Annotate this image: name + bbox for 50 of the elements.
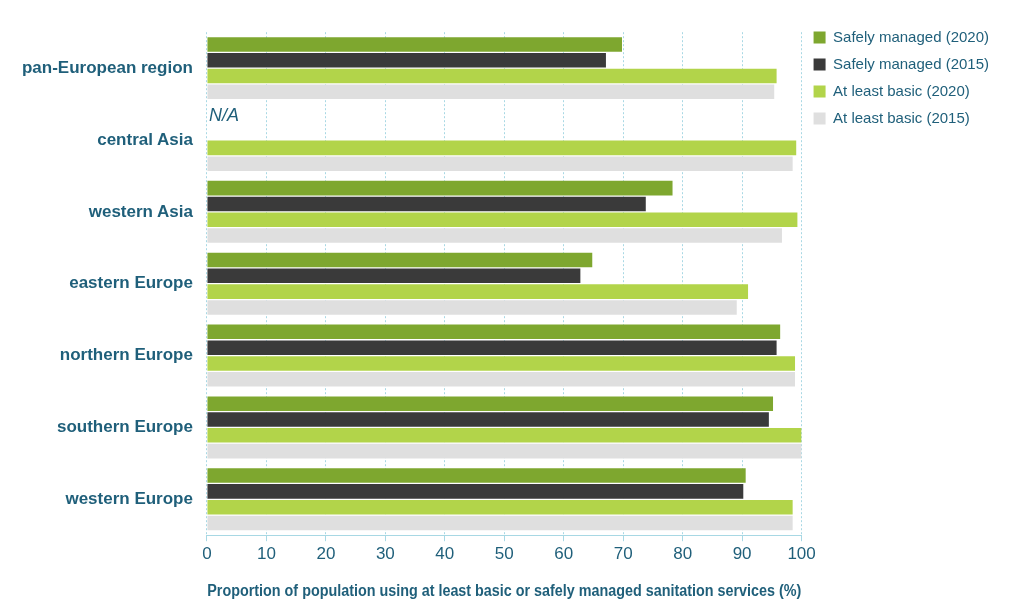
x-tick-label: 30 — [375, 544, 395, 564]
x-tick-label: 50 — [494, 544, 514, 564]
bar — [207, 356, 796, 371]
bar — [207, 52, 606, 68]
bar — [207, 412, 769, 427]
bar — [207, 372, 796, 387]
bar — [207, 196, 646, 212]
x-tick-label: 40 — [435, 544, 455, 564]
bar — [207, 428, 802, 443]
x-tick-label: 0 — [202, 544, 212, 564]
bar — [207, 468, 746, 483]
y-tick-label: pan-European region — [21, 57, 193, 77]
bar — [207, 499, 793, 515]
bar — [207, 84, 775, 100]
x-axis-title: Proportion of population using at least basic or safely managed sanitation services (%) — [207, 581, 802, 600]
bar — [207, 68, 777, 84]
y-tick-label: western Europe — [64, 488, 193, 508]
bar — [207, 515, 793, 531]
y-tick-label: western Asia — [87, 201, 194, 221]
bar — [207, 37, 622, 52]
bar — [207, 300, 737, 315]
bar — [207, 443, 802, 459]
y-tick-label: northern Europe — [59, 345, 193, 365]
y-tick-label: central Asia — [97, 129, 194, 149]
x-tick-label: 60 — [554, 544, 574, 564]
bar — [207, 252, 593, 268]
bar — [207, 140, 797, 156]
annotation: N/A — [208, 105, 239, 126]
bar — [207, 396, 774, 411]
bar — [207, 180, 673, 196]
y-tick-label: southern Europe — [56, 417, 193, 437]
bar — [207, 268, 581, 284]
legend-label: At least basic (2015) — [833, 108, 970, 126]
legend-label: At least basic (2020) — [833, 81, 970, 99]
legend-label: Safely managed (2015) — [833, 54, 989, 72]
x-tick-label: 100 — [787, 544, 816, 564]
x-tick-label: 70 — [613, 544, 633, 564]
x-tick-label: 10 — [256, 544, 276, 564]
bar — [207, 212, 798, 228]
x-tick-label: 80 — [673, 544, 693, 564]
bar — [207, 484, 744, 499]
x-tick-label: 90 — [732, 544, 752, 564]
bar — [207, 228, 782, 243]
bar — [207, 284, 749, 299]
bar — [207, 340, 777, 355]
x-tick-label: 20 — [316, 544, 336, 564]
bar — [207, 156, 793, 171]
legend-label: Safely managed (2020) — [833, 27, 989, 45]
bar — [207, 324, 781, 340]
y-tick-label: eastern Europe — [69, 273, 193, 293]
